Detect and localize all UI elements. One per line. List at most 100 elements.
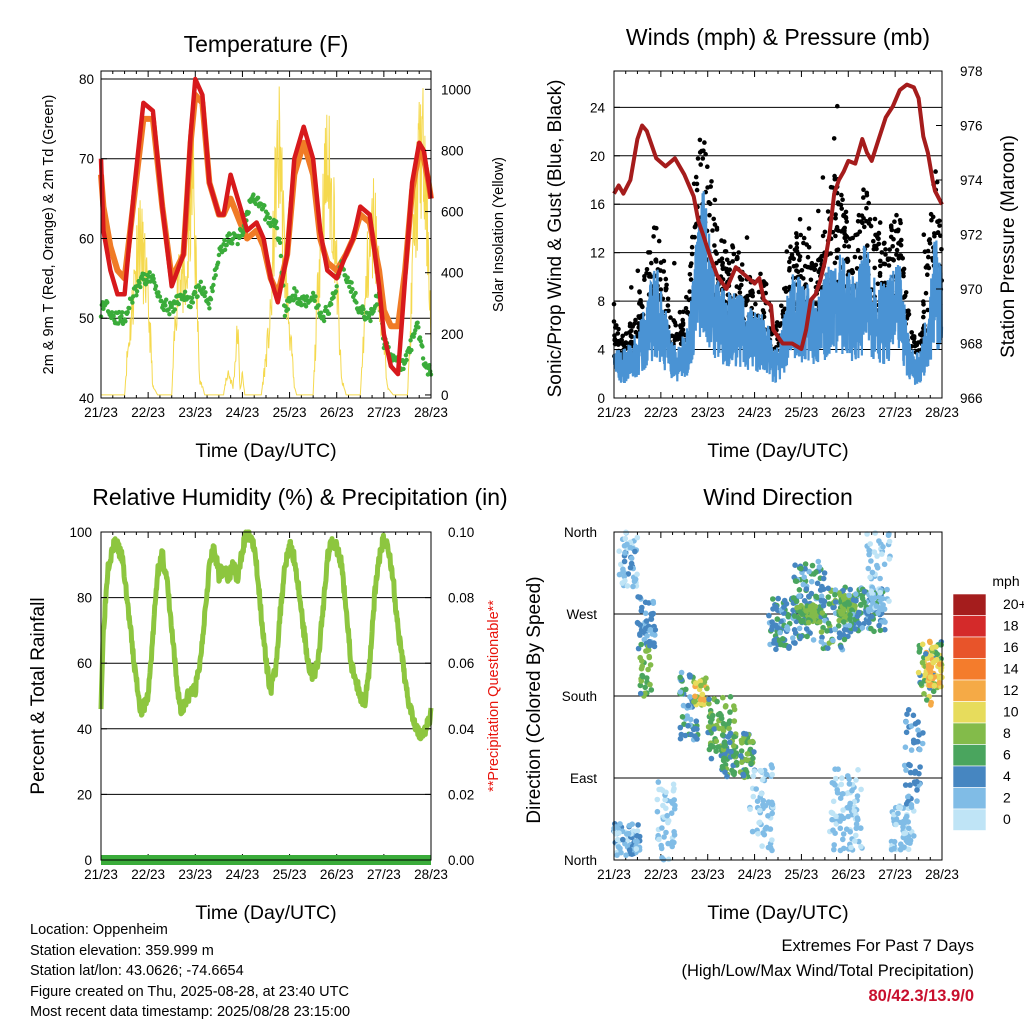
gust-point — [684, 294, 689, 300]
direction-point — [861, 588, 868, 595]
direction-point — [679, 714, 686, 720]
gust-point — [853, 232, 858, 238]
direction-point — [924, 697, 930, 703]
direction-point — [917, 746, 923, 753]
direction-point — [921, 691, 927, 697]
direction-point — [637, 690, 644, 697]
dewpoint-point — [208, 297, 214, 302]
direction-point — [802, 561, 809, 567]
gust-point — [813, 301, 819, 307]
gust-point — [730, 259, 735, 264]
direction-point — [616, 548, 622, 554]
direction-point — [635, 645, 642, 652]
gust-point — [644, 270, 649, 276]
direction-point — [631, 578, 638, 584]
direction-point — [803, 586, 810, 592]
direction-point — [731, 703, 737, 709]
direction-point — [642, 599, 649, 606]
direction-point — [874, 553, 880, 559]
dewpoint-point — [347, 284, 352, 289]
direction-point — [836, 634, 843, 641]
gust-point — [703, 151, 708, 157]
dewpoint-point — [195, 294, 200, 299]
gust-point — [737, 290, 743, 295]
dewpoint-point — [130, 300, 135, 305]
direction-point — [628, 555, 635, 562]
gust-point — [833, 212, 838, 217]
dewpoint-point — [408, 338, 413, 343]
x-tick-label: 28/23 — [414, 405, 448, 420]
direction-point — [622, 535, 629, 542]
gust-point — [692, 234, 697, 240]
direction-point — [698, 682, 704, 689]
dewpoint-point — [310, 290, 316, 296]
direction-point — [923, 651, 929, 657]
x-tick-label: 25/23 — [273, 867, 307, 882]
direction-point — [774, 616, 781, 622]
gust-point — [633, 329, 639, 335]
pressure-line — [612, 82, 944, 351]
gust-point — [626, 330, 632, 335]
dewpoint-point — [413, 328, 418, 333]
direction-point — [625, 571, 632, 577]
gust-point — [653, 258, 658, 263]
gust-point — [875, 281, 881, 287]
gust-point — [614, 323, 619, 328]
y2-tick-label: 966 — [960, 391, 983, 406]
direction-point — [868, 595, 875, 601]
y-tick-label: 0 — [597, 391, 605, 406]
direction-point — [694, 736, 700, 742]
direction-point — [849, 787, 855, 794]
gust-point — [677, 309, 683, 315]
x-axis-label: Time (Day/UTC) — [707, 440, 848, 462]
dewpoint-point — [350, 287, 355, 292]
direction-point — [877, 627, 884, 634]
y2-tick-label: 0 — [441, 388, 449, 403]
direction-point — [792, 562, 798, 568]
direction-point — [626, 847, 633, 853]
dewpoint-point — [157, 294, 163, 299]
dewpoint-point — [323, 304, 328, 310]
direction-point — [652, 632, 658, 638]
y-tick-label: 80 — [77, 591, 92, 606]
direction-point — [654, 808, 661, 815]
y2-tick-label: 0.06 — [448, 656, 474, 671]
legend-swatch — [952, 701, 987, 724]
dewpoint-point — [105, 300, 110, 305]
dewpoint-point — [216, 252, 222, 258]
x-tick-label: 25/23 — [785, 405, 819, 420]
gust-point — [665, 303, 671, 308]
direction-point — [614, 836, 621, 843]
legend-label: 14 — [1003, 661, 1019, 677]
x-axis-label: Time (Day/UTC) — [707, 902, 848, 924]
direction-point — [903, 719, 909, 725]
direction-point — [865, 565, 872, 572]
direction-point — [818, 593, 825, 599]
gust-point — [919, 339, 924, 345]
dewpoint-point — [202, 293, 207, 299]
gust-point — [753, 301, 758, 307]
direction-point — [779, 636, 786, 642]
direction-point — [832, 766, 838, 772]
direction-point — [841, 627, 848, 633]
dewpoint-point — [188, 304, 193, 310]
direction-point — [760, 797, 767, 804]
direction-point — [840, 619, 847, 625]
legend-label: 18 — [1003, 618, 1019, 634]
gust-point — [708, 184, 713, 189]
station-elevation: Station elevation: 359.999 m — [30, 942, 214, 959]
direction-point — [869, 569, 876, 576]
direction-point — [830, 827, 836, 833]
dewpoint-point — [417, 335, 423, 340]
direction-point — [634, 828, 641, 834]
direction-point — [720, 694, 726, 701]
direction-point — [805, 619, 812, 626]
direction-point — [669, 839, 676, 845]
direction-point — [902, 830, 909, 836]
direction-point — [855, 767, 861, 773]
gust-point — [885, 257, 891, 263]
dewpoint-point — [354, 300, 359, 305]
direction-point — [670, 781, 677, 788]
dewpoint-point — [329, 302, 334, 307]
y-axis-label: Direction (Colored By Speed) — [524, 576, 545, 823]
